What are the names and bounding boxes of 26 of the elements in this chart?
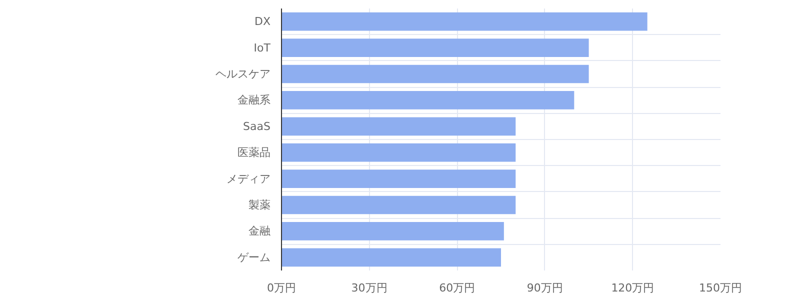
- y-tick-label: 金融: [248, 224, 270, 238]
- x-tick-label: 0万円: [267, 282, 296, 294]
- x-tick-label: 120万円: [611, 282, 654, 294]
- bar: [282, 64, 589, 84]
- x-tick-label: 60万円: [439, 282, 476, 294]
- bar: [282, 248, 501, 267]
- bar: [282, 170, 516, 188]
- x-tick-label: 30万円: [351, 282, 388, 294]
- bar: [282, 143, 516, 162]
- y-tick-label: ヘルスケア: [216, 68, 270, 80]
- y-tick-label: 製薬: [248, 198, 270, 212]
- bar: [282, 38, 589, 57]
- bar: [282, 222, 504, 240]
- y-tick-label: ゲーム: [238, 250, 270, 264]
- y-tick-label: DX: [254, 15, 271, 28]
- bar: [282, 12, 648, 31]
- bar: [282, 91, 574, 110]
- x-tick-label: 90万円: [526, 282, 563, 294]
- y-tick-label: SaaS: [243, 120, 271, 133]
- bar: [282, 117, 516, 136]
- bar: [282, 196, 516, 214]
- y-tick-label: 金融系: [238, 94, 270, 107]
- x-tick-label: 150万円: [699, 282, 742, 294]
- y-tick-label: IoT: [254, 41, 271, 54]
- y-tick-label: 医薬品: [238, 146, 270, 160]
- y-tick-label: メディア: [226, 172, 270, 186]
